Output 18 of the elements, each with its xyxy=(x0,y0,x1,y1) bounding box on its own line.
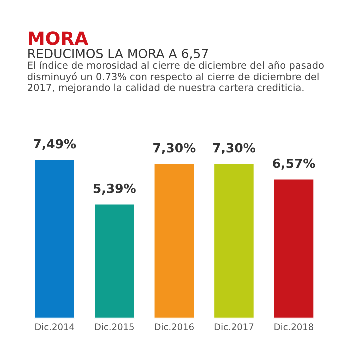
x-tick-label: Dic.2015 xyxy=(95,323,134,330)
bar xyxy=(94,203,136,319)
data-label: 7,30% xyxy=(213,143,256,154)
x-tick-label: Dic.2017 xyxy=(214,323,254,330)
data-label: 7,30% xyxy=(154,143,196,154)
x-tick-label: Dic.2016 xyxy=(155,323,194,330)
text: El índice de morosidad al cierre de diciembre del año pasado disminuyó un 0.73% con respecto al cierre de diciembre del 2017, mejorando la calidad de nuestra cartera crediticia. xyxy=(28,61,324,94)
bar xyxy=(153,162,196,319)
data-label: 7,49% xyxy=(34,139,76,150)
data-label: 5,39% xyxy=(94,184,136,195)
x-tick-label: Dic.2014 xyxy=(36,323,74,330)
bar xyxy=(34,158,76,319)
bar xyxy=(213,162,256,319)
data-label: 6,57% xyxy=(273,158,316,170)
chart-subtitle: REDUCIMOS LA MORA A 6,57 xyxy=(28,49,208,60)
chart-title: MORA xyxy=(29,32,88,46)
x-tick-label: Dic.2018 xyxy=(274,323,314,330)
bar xyxy=(272,178,316,319)
